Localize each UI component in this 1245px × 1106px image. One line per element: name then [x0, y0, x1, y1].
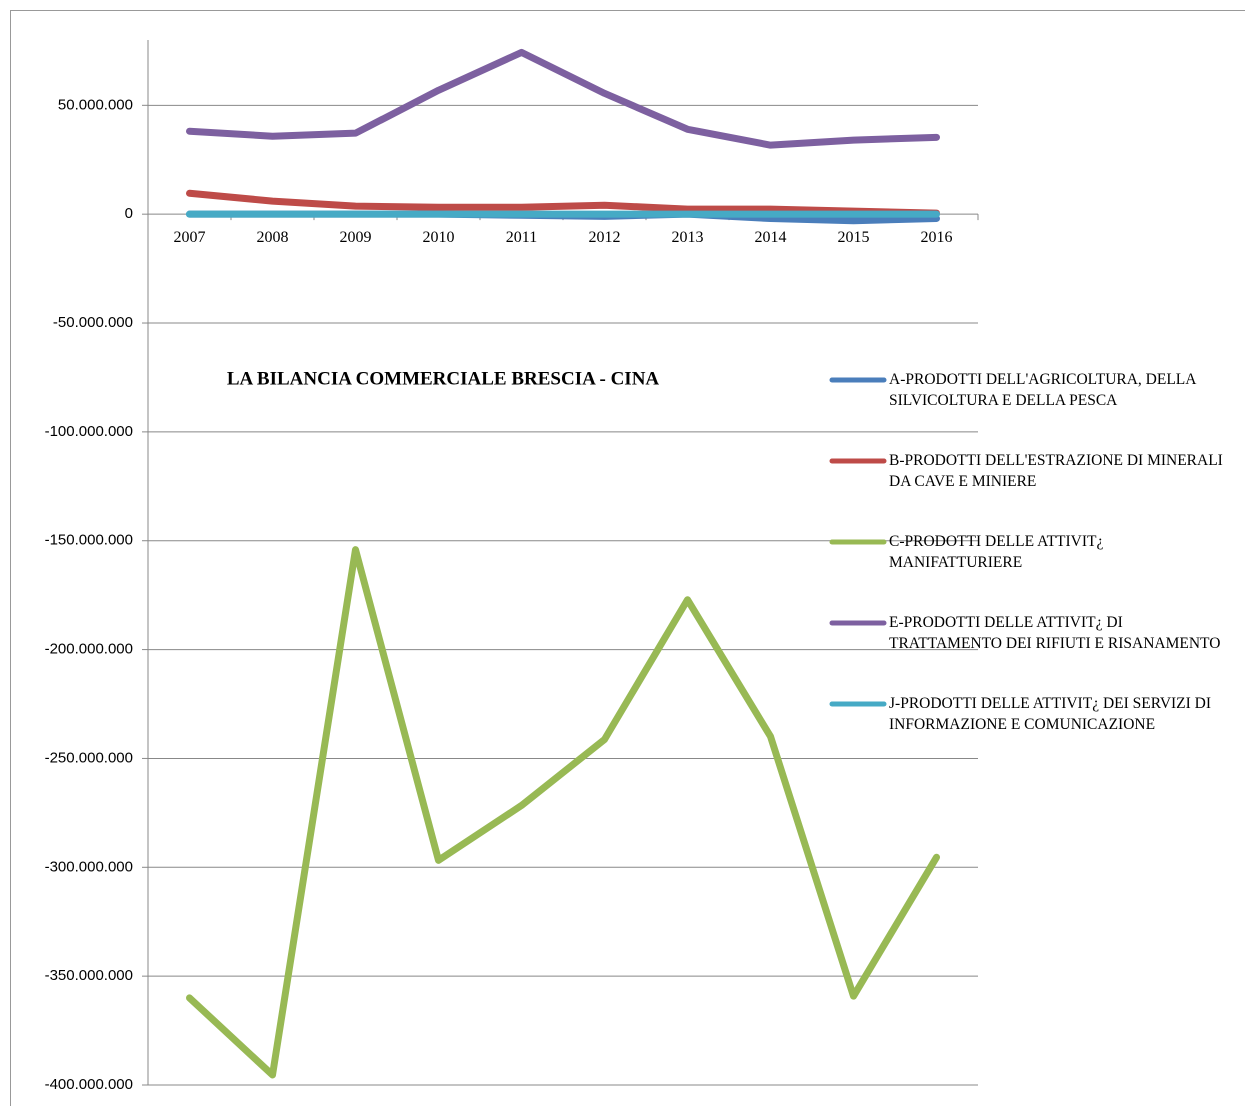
series-line — [186, 48, 940, 149]
series-line — [186, 546, 940, 1079]
x-tick-label: 2014 — [755, 229, 787, 246]
y-tick-label: -250.000.000 — [45, 749, 133, 766]
x-tick-label: 2010 — [423, 229, 455, 246]
y-tick-label: -300.000.000 — [45, 858, 133, 875]
y-tick-label: -150.000.000 — [45, 532, 133, 549]
x-tick-label: 2008 — [257, 229, 289, 246]
y-tick-label: -50.000.000 — [53, 314, 133, 331]
legend-label: C-PRODOTTI DELLE ATTIVIT¿ MANIFATTURIERE — [889, 533, 1104, 571]
legend-label: A-PRODOTTI DELL'AGRICOLTURA, DELLA SILVI… — [889, 371, 1196, 409]
y-tick-label: 0 — [125, 205, 133, 222]
y-tick-label: 50.000.000 — [58, 96, 133, 113]
x-tick-label: 2015 — [838, 229, 870, 246]
x-tick-label: 2011 — [506, 229, 537, 246]
x-tick-label: 2013 — [672, 229, 704, 246]
y-tick-label: -400.000.000 — [45, 1076, 133, 1093]
series-line — [186, 189, 940, 217]
x-tick-label: 2016 — [921, 229, 953, 246]
frame — [10, 10, 1245, 1106]
legend-label: J-PRODOTTI DELLE ATTIVIT¿ DEI SERVIZI DI… — [889, 695, 1212, 733]
x-tick-label: 2007 — [174, 229, 206, 246]
y-tick-label: -200.000.000 — [45, 641, 133, 658]
chart-title: LA BILANCIA COMMERCIALE BRESCIA - CINA — [227, 368, 660, 389]
legend-label: E-PRODOTTI DELLE ATTIVIT¿ DI TRATTAMENTO… — [889, 614, 1221, 652]
legend-label: B-PRODOTTI DELL'ESTRAZIONE DI MINERALI D… — [889, 452, 1223, 490]
x-tick-label: 2012 — [589, 229, 621, 246]
x-tick-label: 2009 — [340, 229, 372, 246]
y-tick-label: -100.000.000 — [45, 423, 133, 440]
y-tick-label: -350.000.000 — [45, 967, 133, 984]
